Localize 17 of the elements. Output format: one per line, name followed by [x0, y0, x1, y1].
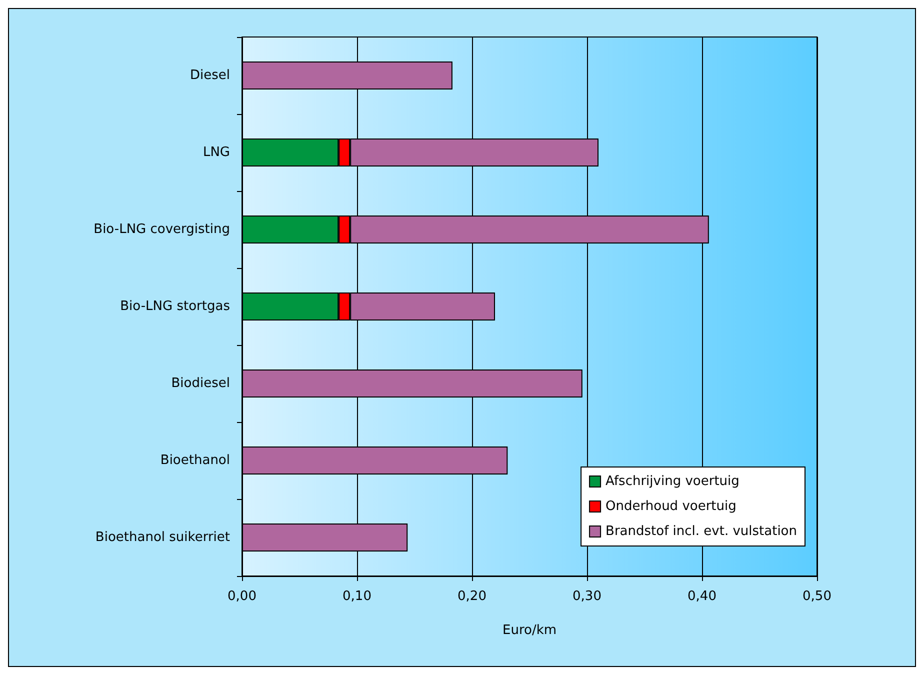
x-axis-title: Euro/km: [502, 623, 557, 638]
x-tick-label: 0,10: [342, 589, 372, 604]
x-tick-label: 0,50: [802, 589, 832, 604]
x-tick-label: 0,20: [458, 589, 486, 604]
legend-label: Onderhoud voertuig: [606, 499, 736, 514]
legend-label: Brandstof incl. evt. vulstation: [606, 524, 798, 539]
y-tick-label: Biodiesel: [171, 376, 230, 391]
y-tick-label: Bioethanol: [160, 453, 230, 468]
x-tick-label: 0,00: [228, 589, 256, 604]
x-tick-label: 0,30: [572, 589, 602, 604]
y-tick-label: Bio-LNG covergisting: [94, 222, 230, 237]
x-tick-label: 0,40: [688, 589, 716, 604]
y-tick-label: Bioethanol suikerriet: [95, 530, 230, 545]
y-tick-label: LNG: [202, 145, 230, 160]
legend-label: Afschrijving voertuig: [606, 474, 740, 489]
y-tick-label: Diesel: [190, 68, 230, 83]
y-tick-label: Bio-LNG stortgas: [120, 299, 230, 314]
